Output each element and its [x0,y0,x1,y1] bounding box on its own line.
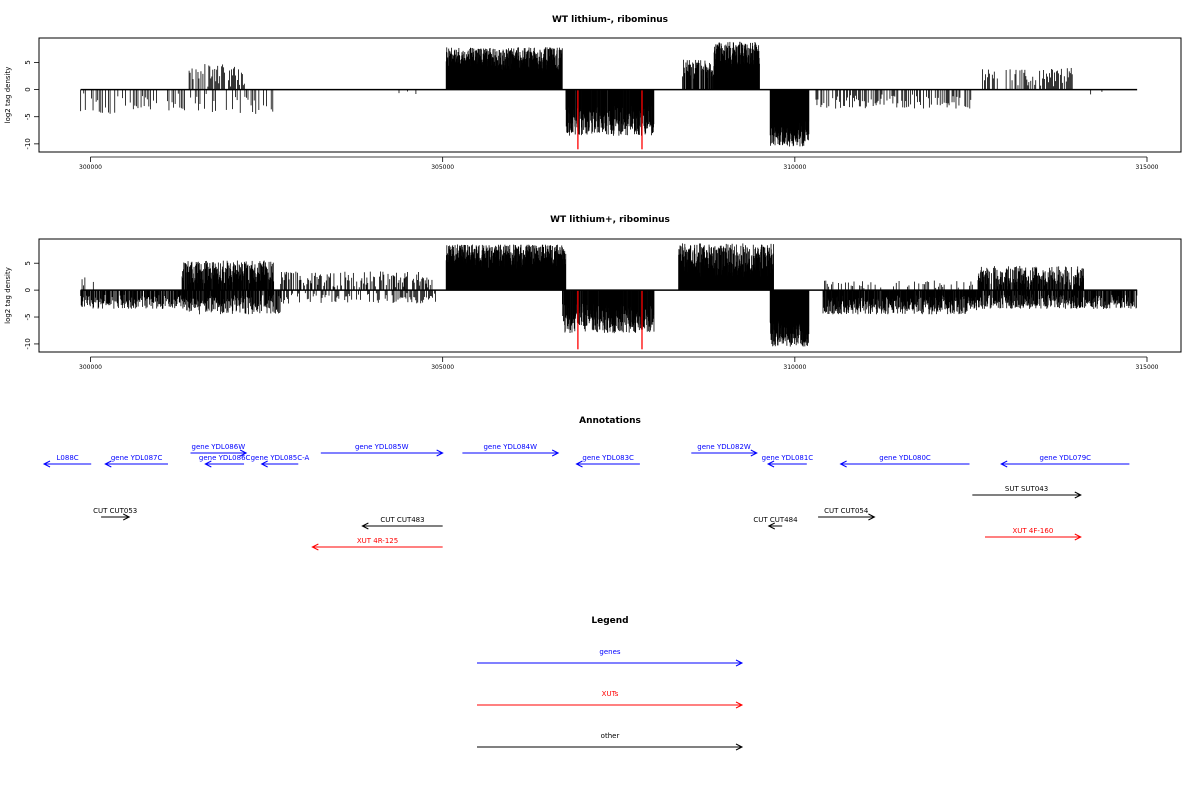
x-tick-label: 310000 [783,364,806,371]
x-tick-label: 305000 [431,364,454,371]
arrow-head-icon [104,460,112,468]
annotation-feature: gene YDL082W [691,443,758,457]
plot-frame [38,238,1182,353]
legend-item-xuts: XUTs [477,690,744,709]
x-tick-label: 315000 [1136,164,1159,171]
feature-label: gene YDL087C [111,454,163,462]
bar-group [80,41,1103,147]
feature-label: CUT CUT484 [753,516,798,524]
annotations-title: Annotations [579,416,641,426]
arrow-head-icon [260,460,268,468]
feature-label: L088C [57,454,79,462]
plot-frame [38,37,1182,153]
annotations-panel: Annotations L088C gene YDL087C gene YDL086W… [42,416,1130,551]
feature-label: gene YDL082W [697,443,751,451]
annotation-feature: CUT CUT054 [818,507,876,521]
arrow-head-icon [551,449,560,457]
arrow-head-icon [239,449,248,457]
feature-label: gene YDL081C [762,454,814,462]
annotation-feature: gene YDL085W [320,443,444,457]
annotation-feature: gene YDL087C [104,454,168,468]
x-tick-label: 305000 [431,164,454,171]
y-tick-label: 0 [24,87,32,91]
legend-item-genes: genes [477,648,744,667]
annotation-feature: gene YDL086C [199,454,251,468]
feature-label: SUT SUT043 [1005,485,1048,493]
annotation-feature: XUT 4R-125 [311,537,443,551]
feature-label: CUT CUT483 [380,516,424,524]
arrow-head-icon [766,460,775,468]
annotation-feature: XUT 4F-160 [985,527,1082,541]
annotation-feature: gene YDL084W [462,443,560,457]
feature-label: gene YDL086C [199,454,251,462]
annotation-feature: L088C [42,454,92,468]
arrow-head-icon [42,460,51,468]
legend-title: Legend [591,616,628,626]
y-tick-label: -10 [24,138,32,149]
feature-label: gene YDL080C [879,454,931,462]
arrow-head-icon [361,522,369,530]
annotation-feature: CUT CUT484 [753,516,798,530]
arrow-head-icon [575,460,583,468]
arrow-head-icon [1074,533,1082,541]
x-tick-label: 315000 [1136,364,1159,371]
bar-group [80,243,1138,347]
feature-label: XUT 4F-160 [1012,527,1053,535]
arrow-head-icon [750,449,758,457]
feature-label: gene YDL083C [582,454,634,462]
arrow-head-icon [735,701,744,709]
feature-label: gene YDL086W [192,443,246,451]
annotation-feature: gene YDL085C-A [251,454,310,468]
chart-title: WT lithium+, ribominus [550,215,670,225]
y-tick-label: -5 [24,314,32,321]
arrow-head-icon [204,460,212,468]
feature-label: gene YDL085C-A [251,454,310,462]
arrow-head-icon [1000,460,1008,468]
annotation-feature: gene YDL083C [575,454,640,468]
annotation-feature: gene YDL086W [190,443,248,457]
y-tick-label: -10 [24,338,32,349]
arrow-head-icon [839,460,847,468]
x-tick-label: 310000 [783,164,806,171]
annotation-feature: gene YDL079C [1000,454,1130,468]
y-tick-label: 5 [24,261,32,265]
y-tick-label: 5 [24,60,32,64]
feature-label: gene YDL084W [483,443,537,451]
arrow-head-icon [767,522,775,530]
legend-panel: Legend genes XUTs other [477,616,744,751]
feature-label: CUT CUT054 [824,507,869,515]
annotation-feature: CUT CUT053 [93,507,137,521]
chart-title: WT lithium-, ribominus [552,15,668,25]
arrow-head-icon [436,449,444,457]
feature-label: CUT CUT053 [93,507,137,515]
y-tick-label: 0 [24,288,32,292]
legend-label: other [601,732,620,740]
annotation-feature: gene YDL081C [762,454,814,468]
arrow-head-icon [868,513,876,521]
feature-label: gene YDL079C [1040,454,1092,462]
arrow-head-icon [311,543,319,551]
legend-label: genes [599,648,620,656]
track-lithium-plus: WT lithium+, ribominus 5 0 -5 -10 log2 tag de… [4,215,1182,371]
track-lithium-minus: WT lithium-, ribominus 5 0 -5 -10 log2 tag de… [4,15,1182,171]
arrow-head-icon [123,513,131,521]
annotation-feature: CUT CUT483 [361,516,443,530]
x-tick-label: 300000 [79,364,102,371]
x-tick-label: 300000 [79,164,102,171]
feature-label: gene YDL085W [355,443,409,451]
arrow-head-icon [735,743,744,751]
annotation-feature: gene YDL080C [839,454,970,468]
y-tick-label: -5 [24,113,32,120]
annotation-feature: SUT SUT043 [972,485,1082,499]
legend-item-other: other [477,732,744,751]
arrow-head-icon [735,659,744,667]
arrow-head-icon [1074,491,1082,499]
legend-label: XUTs [602,690,619,698]
feature-label: XUT 4R-125 [357,537,398,545]
y-axis-label: log2 tag density [4,67,12,124]
y-axis-label: log2 tag density [4,267,12,324]
